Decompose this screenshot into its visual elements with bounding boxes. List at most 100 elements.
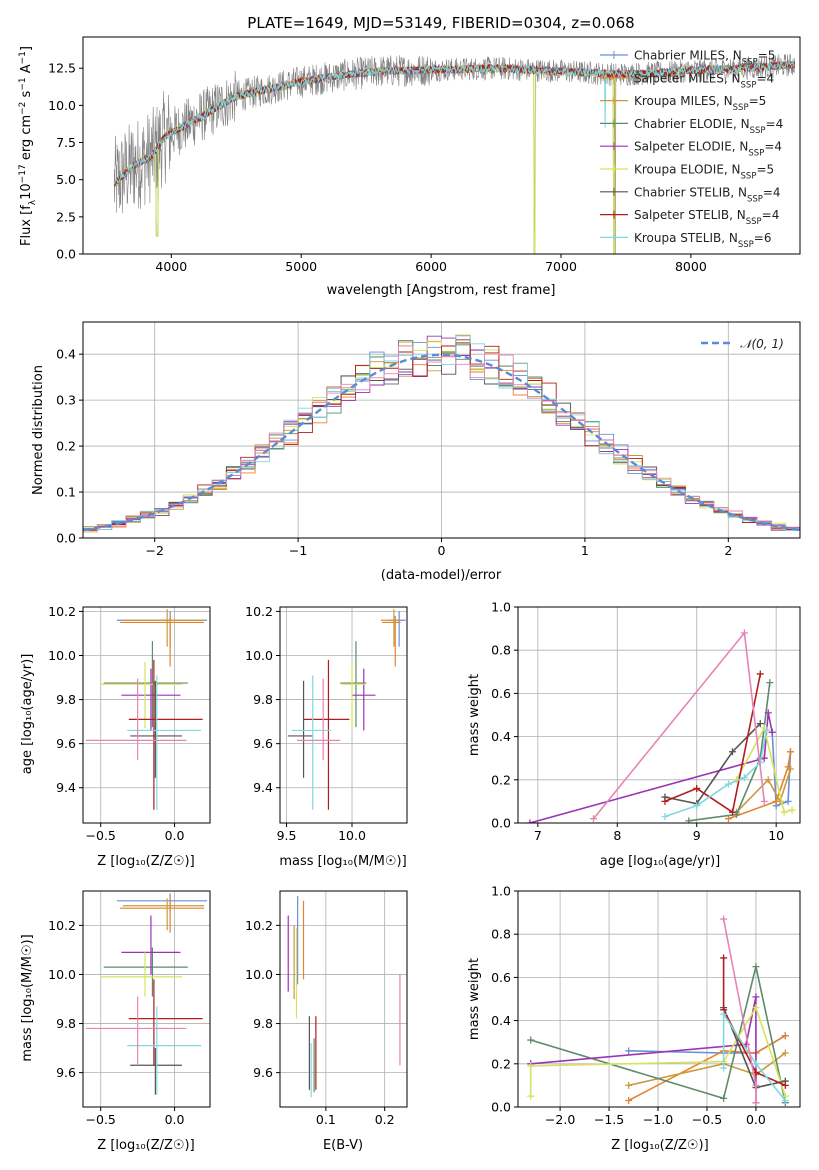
- age-vs-Z-frame: [82, 606, 211, 824]
- massweight-vs-age-ytick-label: 0.2: [491, 772, 511, 787]
- massweight-vs-age-marker: [788, 806, 796, 814]
- residuals-ytick-label: 0.4: [56, 347, 76, 362]
- residuals-xtick-label: −1: [289, 543, 307, 558]
- age-vs-mass-frame: [279, 606, 408, 824]
- massweight-vs-Z-marker: [752, 1004, 760, 1012]
- massweight-vs-Z-marker: [625, 1097, 633, 1105]
- massweight-vs-Z-marker: [781, 1097, 789, 1105]
- massweight-vs-age-marker: [780, 808, 788, 816]
- residuals-xlabel: (data-model)/error: [381, 568, 502, 583]
- massweight-vs-Z-marker: [720, 1094, 728, 1102]
- residuals-xtick-label: 1: [581, 543, 589, 558]
- massweight-vs-Z-marker: [752, 1060, 760, 1068]
- massweight-vs-age-marker: [526, 819, 534, 823]
- massweight-vs-age-marker: [786, 765, 794, 773]
- mass-vs-Z-xlabel: Z [log₁₀(Z/Z☉)]: [97, 1138, 194, 1153]
- residuals-xtick-label: −2: [145, 543, 163, 558]
- massweight-vs-Z-xlabel: Z [log₁₀(Z/Z☉)]: [611, 1138, 708, 1153]
- massweight-vs-age-xtick-label: 8: [613, 828, 621, 843]
- massweight-vs-Z-marker: [720, 1010, 728, 1018]
- massweight-vs-age-marker: [725, 815, 733, 823]
- residuals-ytick-label: 0.1: [56, 485, 76, 500]
- massweight-vs-Z-xtick-label: −2.0: [545, 1112, 575, 1127]
- residuals-ytick-label: 0.3: [56, 393, 76, 408]
- mass-vs-Z-frame: [82, 890, 211, 1108]
- massweight-vs-Z-marker: [781, 1081, 789, 1089]
- spectrum-legend-label-8: Salpeter STELIB, NSSP=4: [634, 208, 779, 227]
- age-vs-Z-ytick-label: 9.6: [56, 736, 76, 751]
- massweight-vs-Z-marker: [527, 1036, 535, 1044]
- massweight-vs-age-xtick-label: 9: [693, 828, 701, 843]
- spectrum-frame: [82, 36, 801, 255]
- mass-vs-Z-xtick-label: −0.5: [86, 1112, 116, 1127]
- spectrum-ytick-label: 12.5: [48, 61, 76, 76]
- massweight-vs-age-series-2: [728, 751, 792, 820]
- massweight-vs-Z-series-5: [530, 996, 757, 1103]
- spectrum-legend-label-2: Salpeter MILES, NSSP=4: [634, 71, 774, 90]
- massweight-vs-age-marker: [756, 720, 764, 728]
- massweight-vs-age-series-10: [592, 630, 766, 820]
- massweight-vs-age-marker: [589, 815, 597, 823]
- massweight-vs-Z-ylabel: mass weight: [467, 958, 482, 1040]
- massweight-vs-age-series-9: [664, 729, 768, 818]
- massweight-vs-Z-marker: [752, 1099, 760, 1107]
- massweight-vs-age-marker: [786, 748, 794, 756]
- mass-vs-Z-ylabel: mass [log₁₀(M/M☉)]: [20, 934, 35, 1061]
- massweight-vs-age-marker: [740, 774, 748, 782]
- massweight-vs-Z-ytick-label: 0.8: [491, 927, 511, 942]
- age-vs-Z-ytick-label: 9.4: [56, 780, 76, 795]
- massweight-vs-age-marker: [766, 679, 774, 687]
- massweight-vs-Z-series-8: [722, 958, 786, 1087]
- massweight-vs-age-marker: [728, 808, 736, 816]
- massweight-vs-Z-marker: [752, 993, 760, 1001]
- mass-vs-Z-panel: Z [log₁₀(Z/Z☉)] mass [log₁₀(M/M☉)] −0.5 0…: [20, 890, 211, 1153]
- spectrum-legend-label-5: Salpeter ELODIE, NSSP=4: [634, 140, 782, 159]
- spectrum-ylabel: Flux [fλ10−17 erg cm−2 s−1 A−1]: [18, 46, 38, 246]
- mass-vs-EBV-xtick-label: 0.2: [375, 1112, 395, 1127]
- massweight-vs-Z-marker: [527, 1062, 535, 1070]
- massweight-vs-Z-marker: [625, 1047, 633, 1055]
- massweight-vs-age-ytick-label: 0.0: [491, 816, 511, 831]
- massweight-vs-Z-xtick-label: −0.5: [692, 1112, 722, 1127]
- mass-vs-EBV-xlabel: E(B-V): [323, 1138, 363, 1153]
- mass-vs-EBV-ytick-label: 9.6: [253, 1065, 273, 1080]
- age-vs-mass-ytick-label: 10.0: [245, 648, 273, 663]
- massweight-vs-age-marker: [693, 802, 701, 810]
- mass-vs-Z-ytick-label: 10.2: [48, 918, 76, 933]
- mass-vs-Z-xtick-label: 0.0: [165, 1112, 185, 1127]
- spectrum-xtick-label: 7000: [545, 259, 577, 274]
- massweight-vs-age-marker: [661, 813, 669, 821]
- massweight-vs-Z-panel: Z [log₁₀(Z/Z☉)] mass weight −2.0 −1.5 −1.0…: [467, 884, 801, 1153]
- spectrum-ytick-label: 10.0: [48, 98, 76, 113]
- massweight-vs-Z-series-9: [722, 1011, 786, 1102]
- spectrum-xtick-label: 5000: [285, 259, 317, 274]
- massweight-vs-age-frame: [517, 606, 801, 824]
- spectrum-panel: PLATE=1649, MJD=53149, FIBERID=0304, z=0…: [18, 14, 801, 298]
- age-vs-mass-ytick-label: 10.2: [245, 604, 273, 619]
- residuals-ytick-label: 0.2: [56, 439, 76, 454]
- age-vs-mass-ytick-label: 9.8: [253, 692, 273, 707]
- spectrum-ytick-label: 5.0: [56, 172, 76, 187]
- massweight-vs-age-marker: [760, 797, 768, 805]
- massweight-vs-age-panel: age [log₁₀(age/yr)] mass weight 7 8 9 10 0.0…: [467, 600, 801, 869]
- spectrum-xtick-label: 8000: [675, 259, 707, 274]
- massweight-vs-age-xlabel: age [log₁₀(age/yr)]: [600, 854, 721, 869]
- age-vs-Z-xtick-label: −0.5: [86, 828, 116, 843]
- spectrum-model-line-9: [113, 59, 795, 185]
- massweight-vs-Z-series-2: [628, 1035, 786, 1102]
- age-vs-mass-ytick-label: 9.4: [253, 780, 273, 795]
- massweight-vs-age-marker: [661, 797, 669, 805]
- residuals-gaussian-curve: [82, 353, 801, 532]
- massweight-vs-age-marker: [763, 726, 771, 734]
- age-vs-Z-panel: Z [log₁₀(Z/Z☉)] age [log₁₀(age/yr)] −0.5…: [20, 604, 211, 869]
- mass-vs-Z-ytick-label: 10.0: [48, 967, 76, 982]
- residuals-xtick-label: 2: [724, 543, 732, 558]
- massweight-vs-age-marker: [784, 797, 792, 805]
- massweight-vs-age-ytick-label: 0.4: [491, 729, 511, 744]
- spectrum-legend-label-4: Chabrier ELODIE, NSSP=4: [634, 117, 783, 136]
- age-vs-mass-xtick-label: 10.0: [338, 828, 366, 843]
- massweight-vs-age-series-4: [688, 682, 771, 822]
- age-vs-Z-xlabel: Z [log₁₀(Z/Z☉)]: [97, 854, 194, 869]
- massweight-vs-Z-marker: [781, 1049, 789, 1057]
